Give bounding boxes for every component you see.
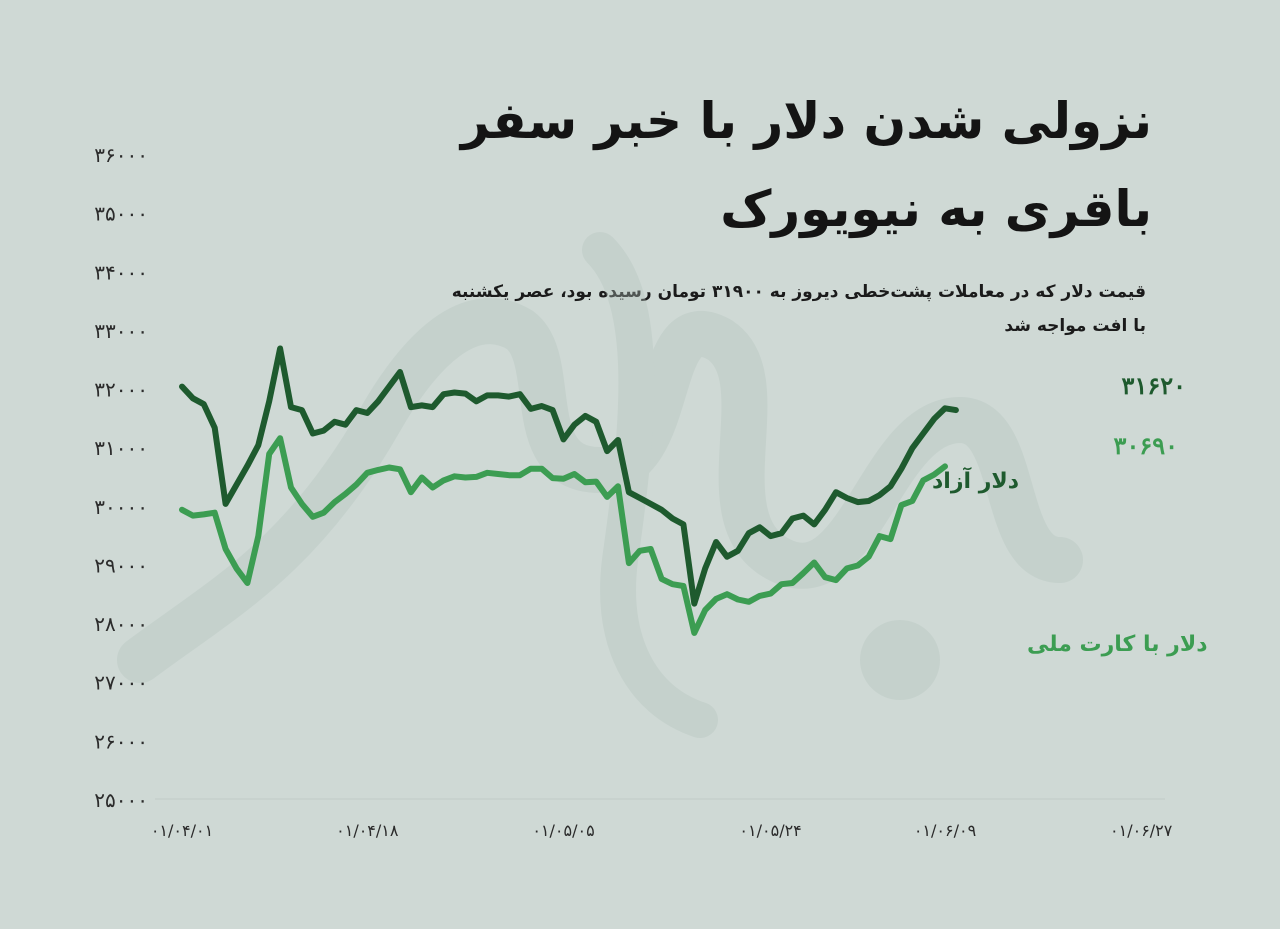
x-tick-label: ۰۱/۰۴/۱۸ bbox=[336, 821, 399, 840]
series-line bbox=[179, 435, 948, 636]
y-tick-label: ۳۲۰۰۰ bbox=[94, 378, 148, 402]
y-tick-label: ۲۸۰۰۰ bbox=[94, 612, 148, 636]
x-tick-label: ۰۱/۰۶/۲۷ bbox=[1110, 821, 1173, 840]
x-tick-label: ۰۱/۰۴/۰۱ bbox=[151, 821, 213, 840]
y-tick-label: ۳۳۰۰۰ bbox=[94, 319, 148, 343]
end-value-label-card-dollar: ۳۰۶۹۰ bbox=[1114, 431, 1178, 460]
y-tick-label: ۳۶۰۰۰ bbox=[94, 143, 148, 167]
y-tick-label: ۳۵۰۰۰ bbox=[94, 202, 148, 226]
x-tick-label: ۰۱/۰۶/۰۹ bbox=[914, 821, 976, 840]
series-label-free-dollar: دلار آزاد bbox=[932, 466, 1019, 494]
end-value-label-free-dollar: ۳۱۶۲۰ bbox=[1122, 371, 1186, 400]
y-tick-label: ۲۵۰۰۰ bbox=[94, 788, 148, 812]
series-label-card-dollar: دلار با کارت ملی bbox=[1027, 632, 1208, 657]
chart-subtitle-line-2: با افت مواجه شد bbox=[1004, 316, 1146, 336]
series-line bbox=[179, 345, 959, 607]
chart-title-line-1: نزولی شدن دلار با خبر سفر bbox=[460, 92, 1152, 150]
x-tick-label: ۰۱/۰۵/۲۴ bbox=[739, 821, 801, 840]
y-tick-label: ۳۴۰۰۰ bbox=[94, 260, 148, 284]
chart-title-line-2: باقری به نیویورک bbox=[720, 180, 1152, 238]
y-tick-label: ۳۱۰۰۰ bbox=[94, 436, 148, 460]
y-tick-label: ۲۶۰۰۰ bbox=[94, 729, 148, 753]
y-tick-label: ۲۹۰۰۰ bbox=[94, 553, 148, 577]
y-tick-label: ۲۷۰۰۰ bbox=[94, 671, 148, 695]
chart-subtitle-line-1: قیمت دلار که در معاملات پشت‌خطی دیروز به… bbox=[451, 282, 1146, 302]
y-tick-label: ۳۰۰۰۰ bbox=[94, 495, 148, 519]
x-tick-label: ۰۱/۰۵/۰۵ bbox=[532, 821, 594, 840]
